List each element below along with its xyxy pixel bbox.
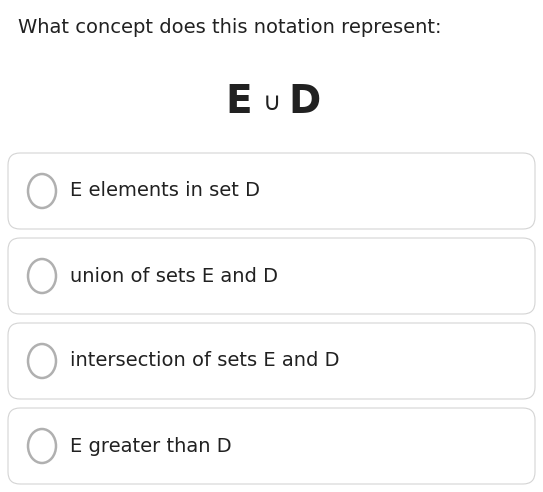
Text: What concept does this notation represent:: What concept does this notation represen… [18, 18, 441, 37]
Text: E: E [226, 83, 252, 121]
Ellipse shape [28, 259, 56, 293]
Ellipse shape [28, 344, 56, 378]
Text: union of sets E and D: union of sets E and D [70, 267, 278, 285]
Text: D: D [289, 83, 321, 121]
Text: E greater than D: E greater than D [70, 436, 232, 456]
Text: ∪: ∪ [263, 91, 281, 115]
Ellipse shape [28, 174, 56, 208]
Ellipse shape [28, 429, 56, 463]
FancyBboxPatch shape [8, 153, 535, 229]
FancyBboxPatch shape [8, 408, 535, 484]
Text: E elements in set D: E elements in set D [70, 182, 260, 201]
FancyBboxPatch shape [8, 238, 535, 314]
FancyBboxPatch shape [8, 323, 535, 399]
Text: intersection of sets E and D: intersection of sets E and D [70, 351, 339, 370]
